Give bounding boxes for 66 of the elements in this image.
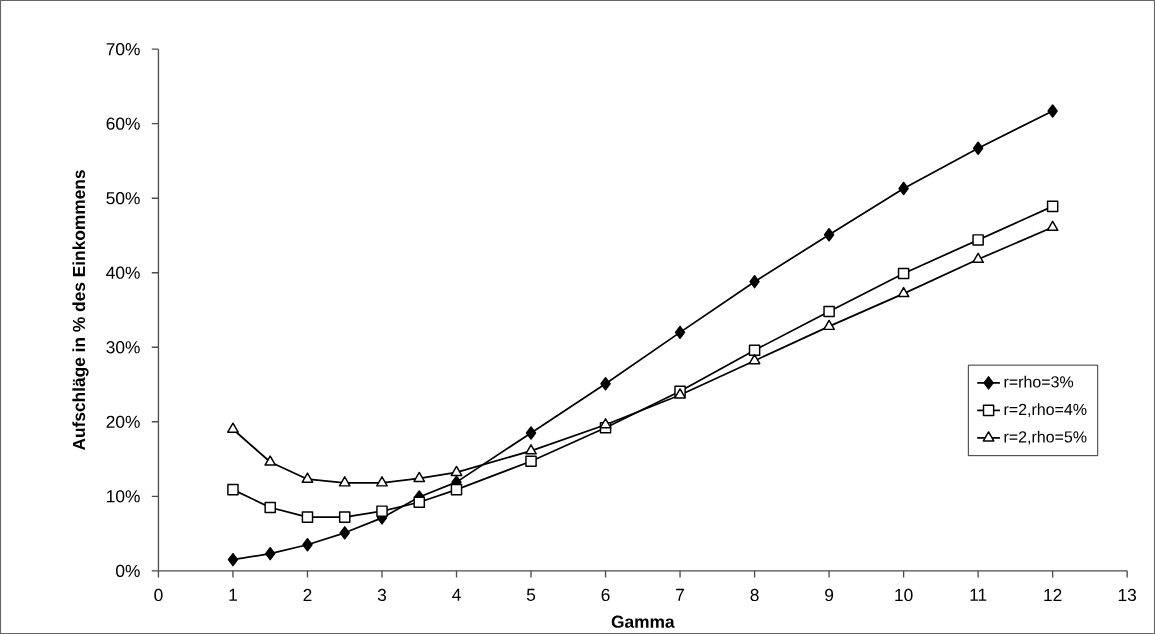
point (450, 465, 463, 477)
point (525, 426, 537, 440)
point (525, 444, 537, 455)
x-tick-label: 4 (452, 588, 461, 601)
x-tick-label: 5 (526, 588, 536, 601)
x-tick-label: 10 (895, 588, 913, 602)
x-tick-label: 1 (229, 588, 237, 601)
y-tick-label: 60% (106, 117, 140, 130)
y-tick-label: 30% (106, 341, 140, 354)
point (525, 455, 537, 468)
x-tick-label: 11 (970, 588, 987, 601)
point (413, 471, 426, 483)
point (600, 377, 611, 391)
point (674, 325, 686, 340)
point (339, 526, 350, 540)
point (227, 483, 239, 496)
point (301, 472, 314, 483)
point (376, 476, 388, 487)
x-tick-label: 0 (154, 588, 163, 602)
point (749, 274, 760, 289)
x-tick-label: 6 (601, 588, 610, 602)
point (264, 546, 276, 561)
point (972, 252, 985, 264)
y-tick-label: 40% (106, 266, 140, 279)
point (376, 505, 388, 518)
point (1046, 220, 1059, 232)
x-tick-label: 9 (825, 588, 834, 602)
point (413, 496, 426, 509)
point (227, 552, 239, 567)
point (1047, 104, 1058, 118)
point (897, 286, 910, 298)
point (599, 418, 612, 429)
point (823, 305, 835, 318)
point (823, 319, 836, 331)
y-tick-label: 10% (107, 490, 140, 503)
point (897, 267, 910, 280)
point (227, 422, 239, 433)
y-tick-label: 20% (106, 415, 140, 428)
y-tick-label: 0% (116, 564, 140, 577)
point (450, 483, 463, 496)
legend-label: r=rho=3% (1004, 375, 1074, 388)
point (972, 141, 984, 156)
point (264, 455, 277, 466)
legend-label: r=2,rho=5% (1004, 430, 1087, 445)
x-tick-label: 8 (750, 588, 759, 602)
x-tick-label: 13 (1118, 588, 1137, 602)
point (338, 476, 351, 487)
point (302, 538, 313, 552)
y-tick-label: 70% (106, 43, 140, 56)
point (338, 511, 351, 523)
point (301, 511, 314, 523)
point (748, 353, 761, 365)
y-axis-title: Aufschläge in % des Einkommens (72, 170, 89, 451)
point (972, 234, 984, 246)
x-tick-label: 3 (377, 588, 387, 602)
point (264, 501, 277, 514)
point (898, 181, 909, 196)
legend-label: r=2,rho=4% (1004, 403, 1087, 417)
x-tick-label: 7 (676, 588, 684, 601)
point (823, 227, 835, 242)
x-tick-label: 2 (303, 588, 312, 601)
y-tick-label: 50% (106, 192, 140, 205)
point (748, 344, 761, 357)
x-axis-title: Gamma (611, 615, 675, 628)
point (1046, 200, 1059, 213)
x-tick-label: 12 (1044, 588, 1062, 601)
